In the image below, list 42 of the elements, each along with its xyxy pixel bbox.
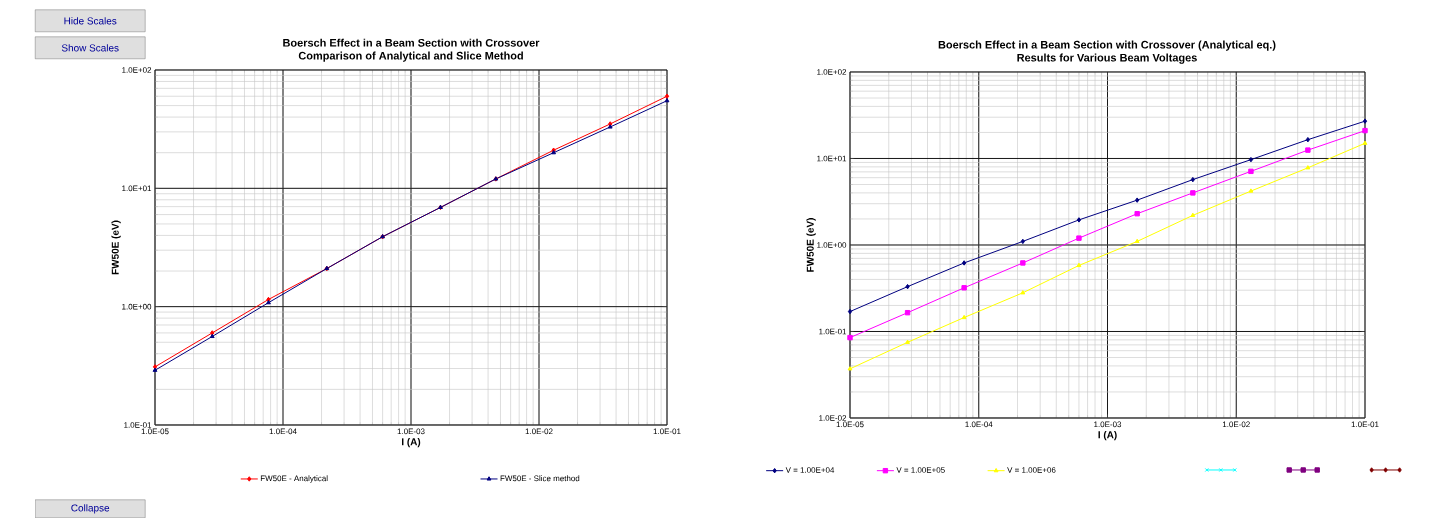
point (1190, 190, 1196, 196)
point (905, 283, 910, 290)
point (1135, 197, 1140, 203)
point (664, 93, 670, 99)
point (904, 309, 911, 316)
y-axis-title: FW50E (eV) (111, 220, 121, 275)
point (847, 308, 853, 315)
point (1305, 136, 1311, 143)
point (1248, 168, 1254, 175)
point (1190, 212, 1196, 217)
point (961, 260, 967, 266)
point (1362, 127, 1368, 134)
point (961, 314, 967, 320)
point (847, 366, 853, 371)
point (1305, 147, 1311, 153)
point (1305, 165, 1311, 170)
point (1076, 235, 1082, 241)
point (1362, 140, 1368, 145)
x-axis-title: I (A) (1098, 430, 1117, 441)
point (664, 98, 670, 103)
point (1020, 290, 1026, 295)
point (905, 339, 910, 344)
point (1076, 217, 1082, 223)
point (1134, 238, 1140, 244)
point (1020, 260, 1026, 266)
point (266, 300, 271, 305)
text: Hide Scales (64, 17, 117, 25)
point (1190, 176, 1195, 183)
x-axis-title: I (A) (402, 437, 421, 448)
chart-title: Boersch Effect in a Beam Section with Crossover (Analytical eq.) Results for Various Beam Voltages (938, 40, 1276, 64)
point (1248, 188, 1254, 193)
point (1362, 118, 1368, 124)
point (1248, 156, 1254, 163)
chart-title: Boersch Effect in a Beam Section with Crossover Comparison of Analytical and Slice Method (283, 38, 540, 62)
point (1076, 262, 1082, 268)
text: Collapse (71, 504, 110, 514)
y-axis-title: FW50E (eV) (806, 218, 816, 272)
point (1134, 210, 1140, 217)
point (1020, 238, 1025, 245)
point (847, 334, 853, 341)
text: Show Scales (61, 44, 119, 52)
point (961, 285, 967, 291)
